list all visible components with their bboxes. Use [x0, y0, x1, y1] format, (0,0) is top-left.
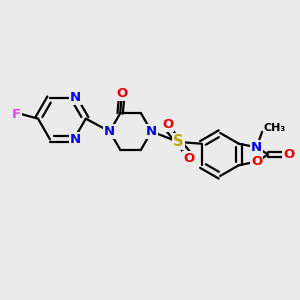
Text: N: N [146, 125, 157, 138]
Text: O: O [283, 148, 294, 161]
Text: O: O [183, 152, 194, 165]
Text: O: O [251, 155, 262, 168]
Text: S: S [173, 134, 184, 149]
Text: O: O [116, 87, 127, 100]
Text: N: N [104, 125, 115, 138]
Text: N: N [251, 141, 262, 154]
Text: CH₃: CH₃ [264, 123, 286, 133]
Text: O: O [162, 118, 173, 131]
Text: N: N [70, 133, 81, 146]
Text: F: F [12, 108, 21, 121]
Text: N: N [70, 92, 81, 104]
